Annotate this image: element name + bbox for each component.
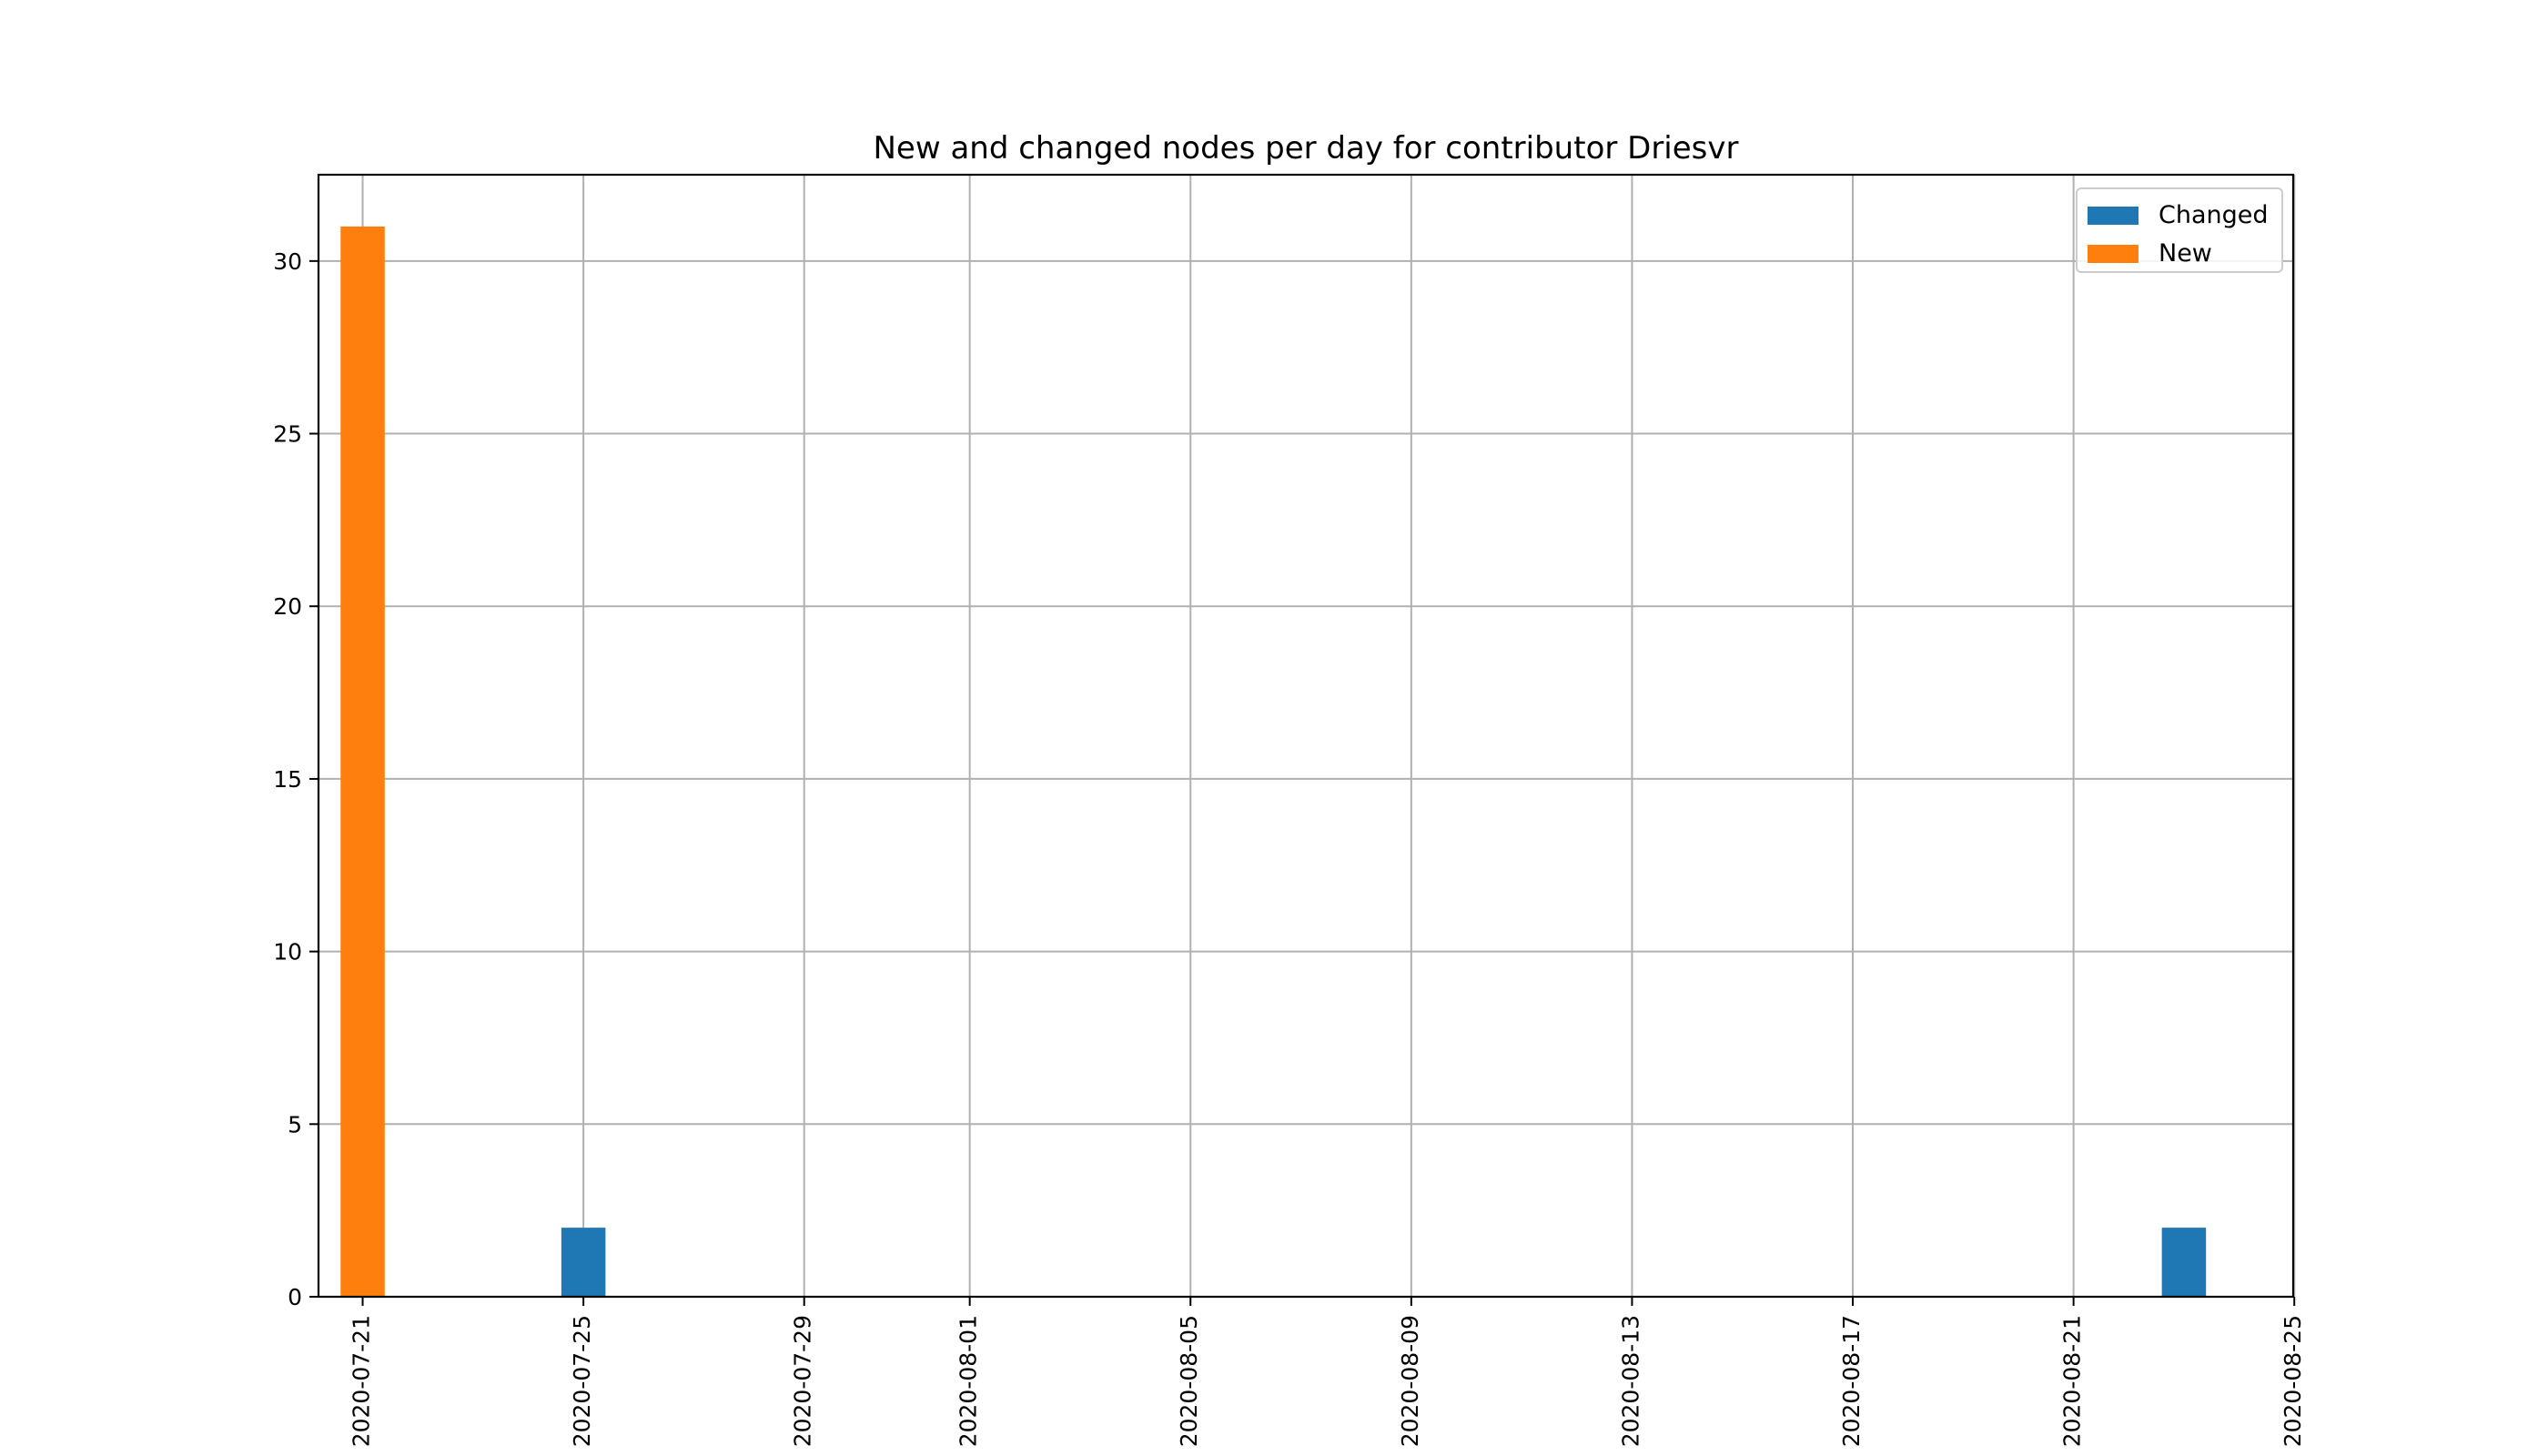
x-tick-label: 2020-07-29 [790,1315,816,1447]
x-tick-label: 2020-07-25 [569,1315,595,1447]
legend-swatch-changed [2088,207,2138,225]
y-tick-label: 0 [288,1284,302,1310]
y-tick-label: 20 [273,593,302,620]
legend-swatch-new [2088,245,2138,263]
x-tick-label: 2020-07-21 [349,1315,375,1447]
bars-layer [340,226,2207,1297]
y-tick-label: 15 [273,766,302,793]
y-tick-label: 30 [273,248,302,275]
bar-changed [2161,1228,2207,1297]
bar-changed [561,1228,606,1297]
legend-label-changed: Changed [2159,201,2269,229]
legend-label-new: New [2159,239,2212,268]
plot-frame [317,173,2295,1299]
x-tick-label: 2020-08-17 [1838,1315,1865,1447]
x-tick-label: 2020-08-01 [956,1315,982,1447]
y-tick-label: 10 [273,939,302,966]
x-tick-label: 2020-08-13 [1617,1315,1643,1447]
legend: Changed New [2076,187,2283,273]
x-tick-label: 2020-08-21 [2059,1315,2086,1447]
axes-layer: 0 5 10 15 20 25 30 2020-07-21 2020-07-25 2020-07-… [273,173,2306,1447]
y-tick-label: 25 [273,421,302,448]
x-tick-label: 2020-08-05 [1176,1315,1202,1447]
x-tick-label: 2020-08-09 [1397,1315,1423,1447]
bar-new [340,226,385,1297]
y-tick-label: 5 [288,1111,302,1138]
chart-title: New and changed nodes per day for contri… [873,130,1738,167]
x-tick-label: 2020-08-25 [2280,1315,2306,1447]
